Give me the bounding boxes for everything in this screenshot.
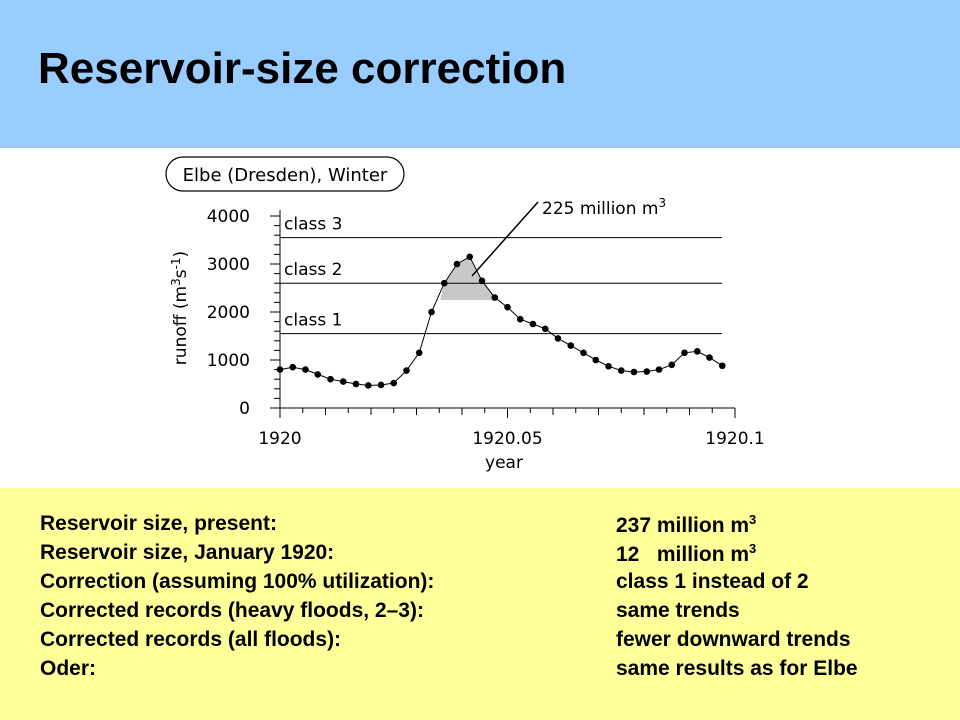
volume-annotation-text: 225 million m (542, 199, 658, 219)
y-axis-label: runoff (m3s-1) (169, 251, 191, 365)
info-label: Correction (assuming 100% utilization): (40, 570, 435, 593)
data-point (681, 349, 688, 357)
info-value: same trends (616, 599, 740, 622)
x-tick-label: 1920.05 (472, 429, 542, 449)
data-point (617, 367, 625, 374)
data-point (718, 362, 726, 370)
runoff-chart: class 1 class 2 class 3 0 1000 2000 3000 4000 1… (165, 156, 765, 473)
y-tick-label: 2000 (207, 303, 250, 323)
info-value: fewer downward trends (616, 628, 851, 651)
x-axis-label: year (485, 453, 523, 473)
runoff-series-line (279, 256, 723, 386)
data-point (403, 367, 410, 374)
info-row-correction: Correction (assuming 100% utilization): … (40, 570, 930, 600)
data-point (352, 380, 360, 388)
data-point (643, 368, 651, 375)
data-point (377, 381, 385, 389)
shaded-volume-area (440, 256, 499, 300)
page-title: Reservoir-size correction (38, 44, 567, 93)
data-point (706, 354, 713, 361)
title-banner: Reservoir-size correction (0, 0, 960, 148)
chart-title: Elbe (Dresden), Winter (183, 165, 388, 186)
data-point (364, 382, 372, 389)
threshold-label-class-3: class 3 (284, 215, 342, 235)
y-tick-label: 4000 (207, 207, 250, 227)
data-point (314, 371, 322, 378)
ylabel-mid: s (171, 269, 191, 278)
info-label: Reservoir size, January 1920: (40, 541, 335, 564)
y-tick-label: 0 (239, 399, 250, 419)
data-point (655, 366, 663, 373)
info-value: class 1 instead of 2 (616, 570, 809, 593)
data-point (415, 349, 423, 357)
ylabel-sup1: 3 (169, 278, 183, 286)
data-point (541, 325, 549, 333)
data-point (440, 279, 448, 287)
data-point (592, 356, 600, 364)
data-point (302, 366, 309, 373)
data-point (529, 320, 537, 328)
info-panel: Reservoir size, present: 237 million m3 … (0, 488, 960, 720)
ylabel-sup2: -1 (169, 257, 183, 269)
info-label: Corrected records (all floods): (40, 628, 342, 651)
data-point (390, 379, 398, 387)
data-point (276, 366, 284, 373)
data-point (605, 362, 612, 370)
data-point (327, 375, 334, 383)
annotation-leader-line (471, 201, 539, 277)
info-row-heavy-floods: Corrected records (heavy floods, 2–3): s… (40, 599, 930, 629)
info-row-reservoir-present: Reservoir size, present: 237 million m3 (40, 512, 930, 542)
data-point (339, 378, 347, 385)
info-label: Oder: (40, 657, 97, 680)
data-point (516, 315, 524, 323)
y-tick-label: 1000 (207, 351, 250, 371)
data-point (693, 348, 701, 355)
info-value: 12 million m3 (616, 541, 757, 566)
chart-area: class 1 class 2 class 3 0 1000 2000 3000 4000 1… (0, 148, 960, 488)
ylabel-unit: (m (171, 286, 191, 309)
data-point (428, 308, 435, 316)
volume-annotation: 225 million m3 (542, 196, 666, 219)
ylabel-close: ) (171, 251, 191, 258)
data-point (289, 363, 297, 371)
info-label: Reservoir size, present: (40, 512, 277, 535)
x-tick-label: 1920.1 (705, 429, 764, 449)
data-point (668, 361, 676, 369)
info-value: same results as for Elbe (616, 657, 858, 680)
data-point (554, 335, 562, 342)
volume-annotation-sup: 3 (658, 196, 666, 210)
info-label: Corrected records (heavy floods, 2–3): (40, 599, 424, 622)
info-row-oder: Oder: same results as for Elbe (40, 657, 930, 687)
chart-title-box (165, 156, 405, 192)
data-point (580, 349, 587, 357)
threshold-label-class-1: class 1 (284, 311, 342, 331)
data-point (466, 253, 474, 261)
info-row-reservoir-1920: Reservoir size, January 1920: 12 million… (40, 541, 930, 571)
threshold-label-class-2: class 2 (284, 260, 342, 280)
ylabel-main: runoff (171, 309, 191, 365)
data-point (478, 277, 486, 285)
info-row-all-floods: Corrected records (all floods): fewer do… (40, 628, 930, 658)
data-point (491, 294, 499, 301)
x-tick-label: 1920 (258, 429, 301, 449)
data-point (567, 342, 575, 349)
data-point (453, 260, 461, 268)
data-point (630, 368, 638, 376)
info-value: 237 million m3 (616, 512, 757, 537)
data-point (504, 303, 511, 311)
y-tick-label: 3000 (207, 255, 250, 275)
